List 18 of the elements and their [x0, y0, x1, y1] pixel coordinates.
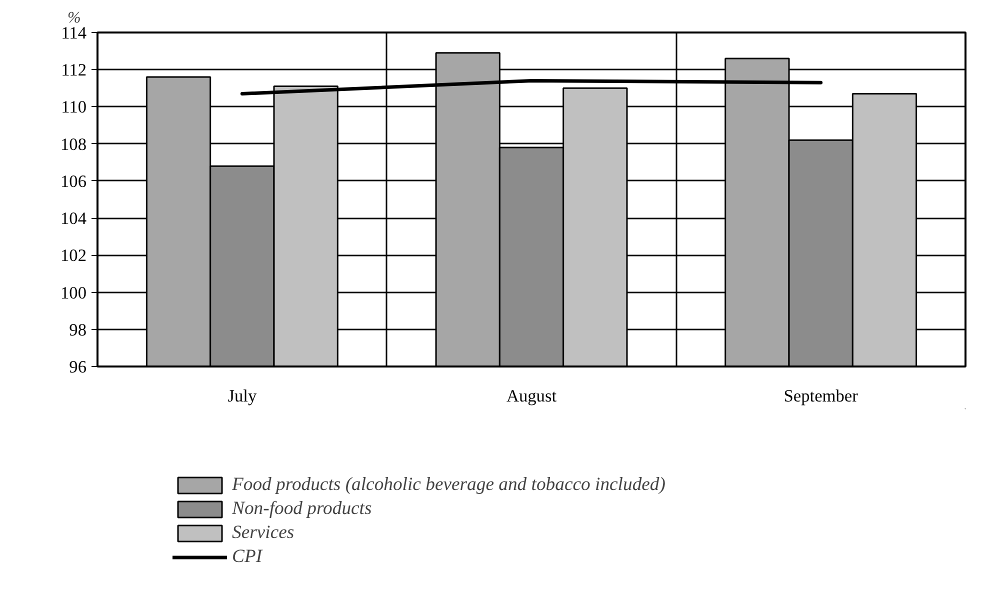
legend-label: CPI: [232, 546, 262, 568]
x-tick-label: July: [228, 386, 257, 406]
y-axis-title: %: [68, 10, 81, 26]
y-tick-label: 102: [60, 246, 87, 266]
y-tick-label: 98: [69, 320, 86, 340]
y-tick-label: 100: [60, 283, 87, 302]
legend-label: Services: [232, 522, 294, 544]
y-tick-label: 104: [60, 209, 87, 228]
legend-label: Non-food products: [232, 498, 372, 520]
x-tick-label: September: [784, 386, 858, 406]
y-tick-label: 112: [61, 60, 87, 80]
y-tick-label: 96: [69, 358, 87, 376]
y-tick-label: 106: [60, 172, 87, 191]
y-tick-label: 114: [61, 24, 87, 42]
y-tick-label: 110: [61, 98, 87, 117]
legend-label: Food products (alcoholic beverage and tobacco included): [232, 474, 666, 496]
x-tick-label: August: [506, 386, 557, 406]
y-tick-label: 108: [60, 134, 87, 154]
